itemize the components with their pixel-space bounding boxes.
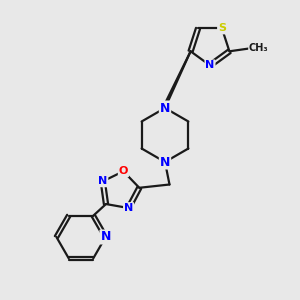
- Text: N: N: [98, 176, 107, 186]
- Text: CH₃: CH₃: [249, 43, 268, 53]
- Text: S: S: [218, 23, 226, 34]
- Text: N: N: [124, 203, 133, 213]
- Text: N: N: [206, 60, 214, 70]
- Text: N: N: [100, 230, 111, 244]
- Text: O: O: [119, 166, 128, 176]
- Text: N: N: [160, 101, 170, 115]
- Text: N: N: [160, 155, 170, 169]
